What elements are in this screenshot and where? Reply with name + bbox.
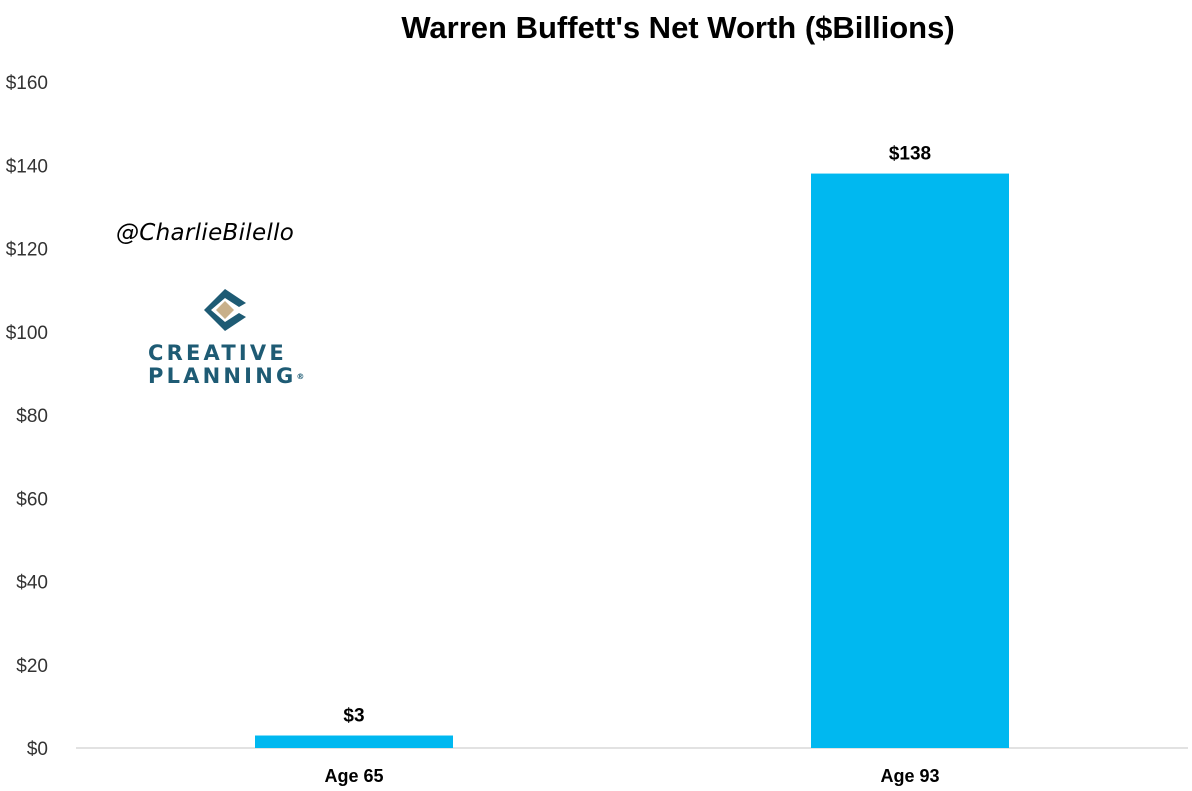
logo-line-2: PLANNING® bbox=[148, 364, 305, 388]
y-tick-label: $20 bbox=[16, 656, 48, 677]
bars bbox=[255, 173, 1009, 748]
bar-data-label: $138 bbox=[889, 144, 931, 165]
y-tick-label: $100 bbox=[6, 323, 48, 344]
y-tick-label: $80 bbox=[16, 406, 48, 427]
chart-title: Warren Buffett's Net Worth ($Billions) bbox=[401, 10, 955, 45]
y-tick-label: $120 bbox=[6, 240, 48, 261]
creative-planning-logo-icon bbox=[204, 289, 246, 331]
author-handle-watermark: @CharlieBilello bbox=[116, 220, 295, 246]
y-tick-label: $40 bbox=[16, 573, 48, 594]
bar-data-label: $3 bbox=[343, 706, 364, 727]
logo-c-shape bbox=[204, 289, 246, 331]
creative-planning-logo-text: CREATIVE PLANNING® bbox=[148, 341, 305, 388]
bar bbox=[811, 173, 1009, 748]
y-tick-label: $0 bbox=[27, 739, 48, 760]
bar bbox=[255, 735, 453, 748]
logo-diamond-shape bbox=[216, 301, 234, 319]
y-tick-label: $140 bbox=[6, 156, 48, 177]
logo-line-1: CREATIVE bbox=[148, 341, 287, 365]
x-category-label: Age 93 bbox=[880, 766, 939, 786]
data-labels: $3 $138 bbox=[343, 144, 931, 727]
y-tick-label: $60 bbox=[16, 489, 48, 510]
y-tick-label: $160 bbox=[6, 73, 48, 94]
x-category-label: Age 65 bbox=[324, 766, 383, 786]
x-axis-category-labels: Age 65 Age 93 bbox=[324, 766, 939, 786]
y-axis-tick-labels: $0 $20 $40 $60 $80 $100 $120 $140 $160 bbox=[6, 73, 48, 760]
